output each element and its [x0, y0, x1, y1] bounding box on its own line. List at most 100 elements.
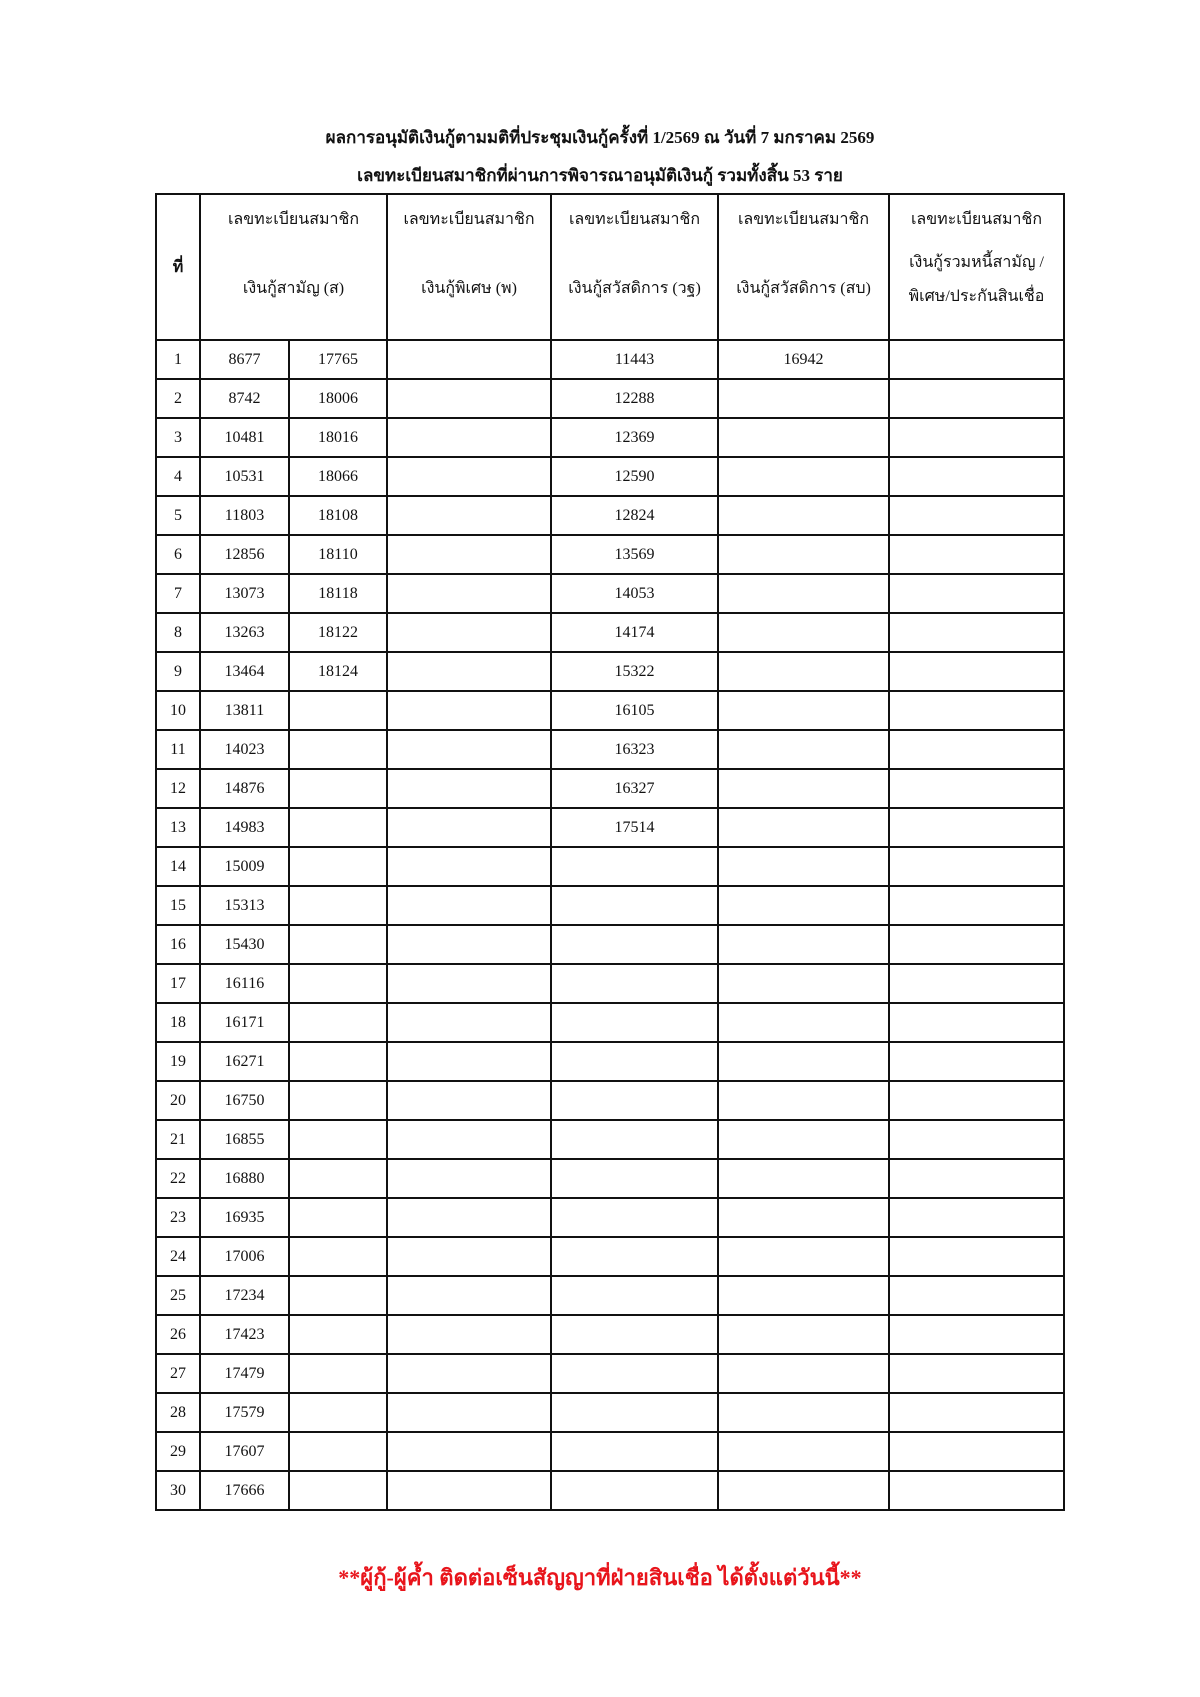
welfare-wt-member: 16323	[550, 729, 720, 770]
header-label: เลขทะเบียนสมาชิก	[227, 211, 360, 228]
welfare-sb-member	[717, 807, 891, 848]
welfare-sb-member	[717, 963, 891, 1004]
welfare-sb-member	[717, 690, 891, 731]
ordinary-loan-member-2	[287, 1197, 389, 1238]
consolidated-loan-member	[888, 456, 1066, 497]
table-header-row: ที่ เลขทะเบียนสมาชิกเงินกู้สามัญ (ส) เลข…	[155, 193, 1066, 341]
welfare-sb-member	[717, 1431, 891, 1472]
consolidated-loan-member	[888, 729, 1066, 770]
welfare-wt-member	[550, 1236, 720, 1277]
consolidated-loan-member	[888, 1275, 1066, 1316]
welfare-wt-member: 12824	[550, 495, 720, 536]
welfare-sb-member	[717, 495, 891, 536]
row-number: 13	[155, 807, 201, 848]
row-number: 29	[155, 1431, 201, 1472]
row-number: 25	[155, 1275, 201, 1316]
special-loan-member	[386, 651, 553, 692]
header-sublabel: เงินกู้สามัญ (ส)	[242, 280, 345, 297]
table-row: 3 10481 18016 12369	[155, 417, 1066, 458]
header-label: เลขทะเบียนสมาชิก	[737, 211, 870, 228]
table-row: 5 11803 18108 12824	[155, 495, 1066, 536]
consolidated-loan-member	[888, 1002, 1066, 1043]
consolidated-loan-member	[888, 1158, 1066, 1199]
welfare-wt-member	[550, 1002, 720, 1043]
welfare-wt-member	[550, 1431, 720, 1472]
header-label: เลขทะเบียนสมาชิก	[568, 211, 701, 228]
welfare-sb-member	[717, 378, 891, 419]
welfare-wt-member	[550, 1080, 720, 1121]
ordinary-loan-member-1: 17423	[199, 1314, 290, 1355]
welfare-wt-member	[550, 1119, 720, 1160]
welfare-wt-member	[550, 1041, 720, 1082]
ordinary-loan-member-1: 13811	[199, 690, 290, 731]
row-number: 26	[155, 1314, 201, 1355]
ordinary-loan-member-2	[287, 924, 389, 965]
ordinary-loan-member-1: 13263	[199, 612, 290, 653]
special-loan-member	[386, 729, 553, 770]
consolidated-loan-member	[888, 768, 1066, 809]
ordinary-loan-member-2: 18124	[287, 651, 389, 692]
special-loan-member	[386, 378, 553, 419]
welfare-wt-member	[550, 1275, 720, 1316]
welfare-sb-member	[717, 729, 891, 770]
row-number: 11	[155, 729, 201, 770]
row-number: 16	[155, 924, 201, 965]
header-no: ที่	[155, 193, 201, 341]
table-row: 15 15313	[155, 885, 1066, 926]
welfare-wt-member: 14174	[550, 612, 720, 653]
header-ordinary-loan: เลขทะเบียนสมาชิกเงินกู้สามัญ (ส)	[198, 193, 389, 341]
ordinary-loan-member-2	[287, 1080, 389, 1121]
special-loan-member	[386, 573, 553, 614]
special-loan-member	[386, 963, 553, 1004]
welfare-sb-member	[717, 768, 891, 809]
ordinary-loan-member-1: 16855	[199, 1119, 290, 1160]
ordinary-loan-member-2	[287, 729, 389, 770]
consolidated-loan-member	[888, 573, 1066, 614]
ordinary-loan-member-2	[287, 1002, 389, 1043]
consolidated-loan-member	[888, 1041, 1066, 1082]
welfare-wt-member	[550, 924, 720, 965]
welfare-wt-member	[550, 1470, 720, 1511]
header-welfare-loan-sb: เลขทะเบียนสมาชิกเงินกู้สวัสดิการ (สบ)	[717, 193, 891, 341]
special-loan-member	[386, 1080, 553, 1121]
consolidated-loan-member	[888, 339, 1066, 380]
special-loan-member	[386, 1041, 553, 1082]
special-loan-member	[386, 339, 553, 380]
welfare-sb-member	[717, 1353, 891, 1394]
ordinary-loan-member-1: 10481	[199, 417, 290, 458]
consolidated-loan-member	[888, 417, 1066, 458]
ordinary-loan-member-2	[287, 807, 389, 848]
welfare-wt-member: 15322	[550, 651, 720, 692]
row-number: 21	[155, 1119, 201, 1160]
table-row: 1 8677 17765 11443 16942	[155, 339, 1066, 380]
row-number: 7	[155, 573, 201, 614]
ordinary-loan-member-1: 8742	[199, 378, 290, 419]
ordinary-loan-member-2	[287, 1236, 389, 1277]
row-number: 8	[155, 612, 201, 653]
table-row: 27 17479	[155, 1353, 1066, 1394]
table-row: 30 17666	[155, 1470, 1066, 1511]
header-label: เลขทะเบียนสมาชิก	[910, 211, 1043, 228]
row-number: 3	[155, 417, 201, 458]
ordinary-loan-member-1: 17234	[199, 1275, 290, 1316]
welfare-sb-member	[717, 1392, 891, 1433]
row-number: 19	[155, 1041, 201, 1082]
header-sublabel: เงินกู้สวัสดิการ (สบ)	[736, 280, 871, 297]
ordinary-loan-member-2	[287, 1431, 389, 1472]
welfare-sb-member	[717, 573, 891, 614]
ordinary-loan-member-1: 17666	[199, 1470, 290, 1511]
special-loan-member	[386, 1158, 553, 1199]
approved-members-table: ที่ เลขทะเบียนสมาชิกเงินกู้สามัญ (ส) เลข…	[155, 193, 1066, 1511]
consolidated-loan-member	[888, 846, 1066, 887]
welfare-wt-member: 12590	[550, 456, 720, 497]
ordinary-loan-member-1: 10531	[199, 456, 290, 497]
table-row: 2 8742 18006 12288	[155, 378, 1066, 419]
ordinary-loan-member-1: 16171	[199, 1002, 290, 1043]
special-loan-member	[386, 1275, 553, 1316]
row-number: 27	[155, 1353, 201, 1394]
ordinary-loan-member-2	[287, 1041, 389, 1082]
header-sublabel: เงินกู้รวมหนี้สามัญ / พิเศษ/ประกันสินเชื…	[908, 254, 1045, 305]
table-row: 12 14876 16327	[155, 768, 1066, 809]
welfare-wt-member: 16327	[550, 768, 720, 809]
consolidated-loan-member	[888, 495, 1066, 536]
